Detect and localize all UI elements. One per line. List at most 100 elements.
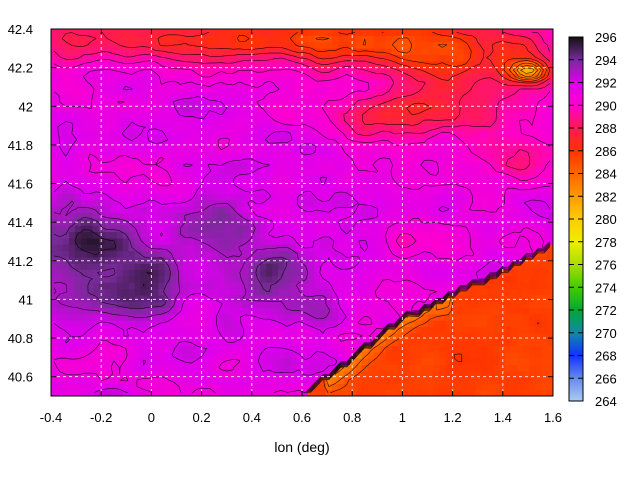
heatmap-cell: [535, 193, 542, 201]
heatmap-cell: [194, 358, 202, 365]
heatmap-cell: [68, 345, 76, 353]
heatmap-cell: [200, 212, 207, 220]
heatmap-cell: [499, 47, 506, 55]
heatmap-cell: [242, 231, 249, 239]
heatmap-cell: [427, 383, 435, 391]
heatmap-cell: [433, 389, 441, 396]
heatmap-cell: [355, 358, 363, 365]
heatmap-cell: [200, 206, 207, 214]
heatmap-cell: [296, 168, 303, 176]
heatmap-cell: [373, 60, 381, 68]
heatmap-cell: [194, 168, 202, 176]
heatmap-cell: [146, 92, 154, 100]
heatmap-cell: [343, 60, 351, 68]
heatmap-cell: [349, 199, 357, 207]
heatmap-cell: [194, 193, 202, 201]
heatmap-cell: [176, 168, 184, 176]
heatmap-cell: [62, 212, 70, 220]
heatmap-cell: [535, 111, 542, 119]
heatmap-cell: [62, 250, 70, 258]
heatmap-cell: [86, 41, 94, 49]
y-tick-label: 41: [19, 292, 33, 307]
heatmap-cell: [325, 149, 333, 157]
heatmap-cell: [116, 301, 124, 309]
heatmap-cell: [439, 98, 447, 106]
heatmap-cell: [343, 117, 351, 125]
heatmap-cell: [134, 47, 142, 55]
heatmap-cell: [56, 269, 64, 277]
heatmap-cell: [188, 263, 196, 271]
heatmap-cell: [266, 320, 273, 327]
heatmap-cell: [104, 29, 112, 36]
heatmap-cell: [80, 307, 88, 315]
heatmap-cell: [116, 377, 124, 384]
heatmap-cell: [296, 282, 303, 290]
heatmap-cell: [517, 130, 524, 138]
heatmap-cell: [254, 66, 261, 74]
heatmap-cell: [224, 370, 231, 378]
heatmap-cell: [56, 180, 64, 188]
heatmap-cell: [433, 79, 441, 87]
heatmap-cell: [224, 73, 231, 81]
heatmap-cell: [343, 256, 351, 264]
heatmap-cell: [140, 256, 148, 264]
heatmap-cell: [206, 79, 213, 87]
heatmap-cell: [523, 104, 530, 112]
heatmap-cell: [481, 269, 488, 277]
heatmap-cell: [128, 123, 136, 131]
heatmap-cell: [92, 351, 100, 359]
heatmap-cell: [140, 47, 148, 55]
heatmap-cell: [272, 307, 279, 315]
heatmap-cell: [451, 301, 458, 309]
heatmap-cell: [415, 256, 423, 264]
heatmap-cell: [200, 174, 207, 182]
heatmap-cell: [529, 47, 536, 55]
heatmap-cell: [110, 206, 118, 214]
heatmap-cell: [152, 149, 160, 157]
heatmap-cell: [296, 225, 303, 233]
heatmap-cell: [463, 199, 470, 207]
heatmap-cell: [487, 149, 494, 157]
heatmap-cell: [361, 54, 369, 62]
heatmap-cell: [373, 326, 381, 334]
heatmap-cell: [361, 111, 369, 119]
heatmap-cell: [481, 206, 488, 214]
heatmap-cell: [122, 73, 130, 81]
heatmap-cell: [140, 29, 148, 36]
heatmap-cell: [290, 123, 297, 131]
heatmap-cell: [529, 320, 536, 327]
heatmap-cell: [457, 364, 464, 372]
heatmap-cell: [218, 244, 225, 252]
heatmap-cell: [104, 218, 112, 226]
heatmap-cell: [343, 136, 351, 144]
heatmap-cell: [51, 345, 58, 353]
heatmap-cell: [367, 66, 375, 74]
heatmap-cell: [128, 358, 136, 365]
heatmap-cell: [128, 180, 136, 188]
heatmap-cell: [146, 117, 154, 125]
heatmap-cell: [116, 29, 124, 36]
heatmap-cell: [421, 288, 429, 296]
heatmap-cell: [313, 351, 321, 359]
heatmap-cell: [260, 111, 267, 119]
heatmap-cell: [188, 136, 196, 144]
heatmap-cell: [236, 193, 243, 201]
heatmap-cell: [248, 180, 255, 188]
heatmap-cell: [481, 294, 488, 302]
heatmap-cell: [140, 345, 148, 353]
heatmap-cell: [487, 79, 494, 87]
heatmap-cell: [463, 47, 470, 55]
heatmap-cell: [415, 339, 423, 346]
heatmap-cell: [122, 41, 130, 49]
heatmap-cell: [152, 187, 160, 195]
heatmap-cell: [403, 389, 411, 396]
heatmap-cell: [56, 288, 64, 296]
heatmap-cell: [230, 326, 237, 334]
heatmap-cell: [469, 237, 476, 245]
heatmap-cell: [164, 174, 172, 182]
heatmap-cell: [51, 149, 58, 157]
heatmap-cell: [505, 212, 512, 220]
heatmap-cell: [224, 320, 231, 327]
heatmap-cell: [511, 282, 518, 290]
heatmap-cell: [331, 117, 339, 125]
